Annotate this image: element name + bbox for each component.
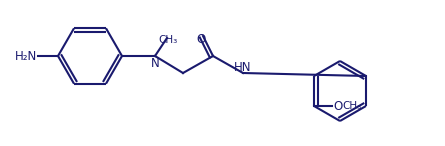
Text: HN: HN	[234, 61, 252, 74]
Text: N: N	[150, 57, 159, 70]
Text: O: O	[196, 33, 206, 46]
Text: O: O	[333, 100, 342, 113]
Text: CH₃: CH₃	[158, 35, 178, 45]
Text: H₂N: H₂N	[15, 49, 37, 62]
Text: CH₃: CH₃	[342, 101, 361, 111]
